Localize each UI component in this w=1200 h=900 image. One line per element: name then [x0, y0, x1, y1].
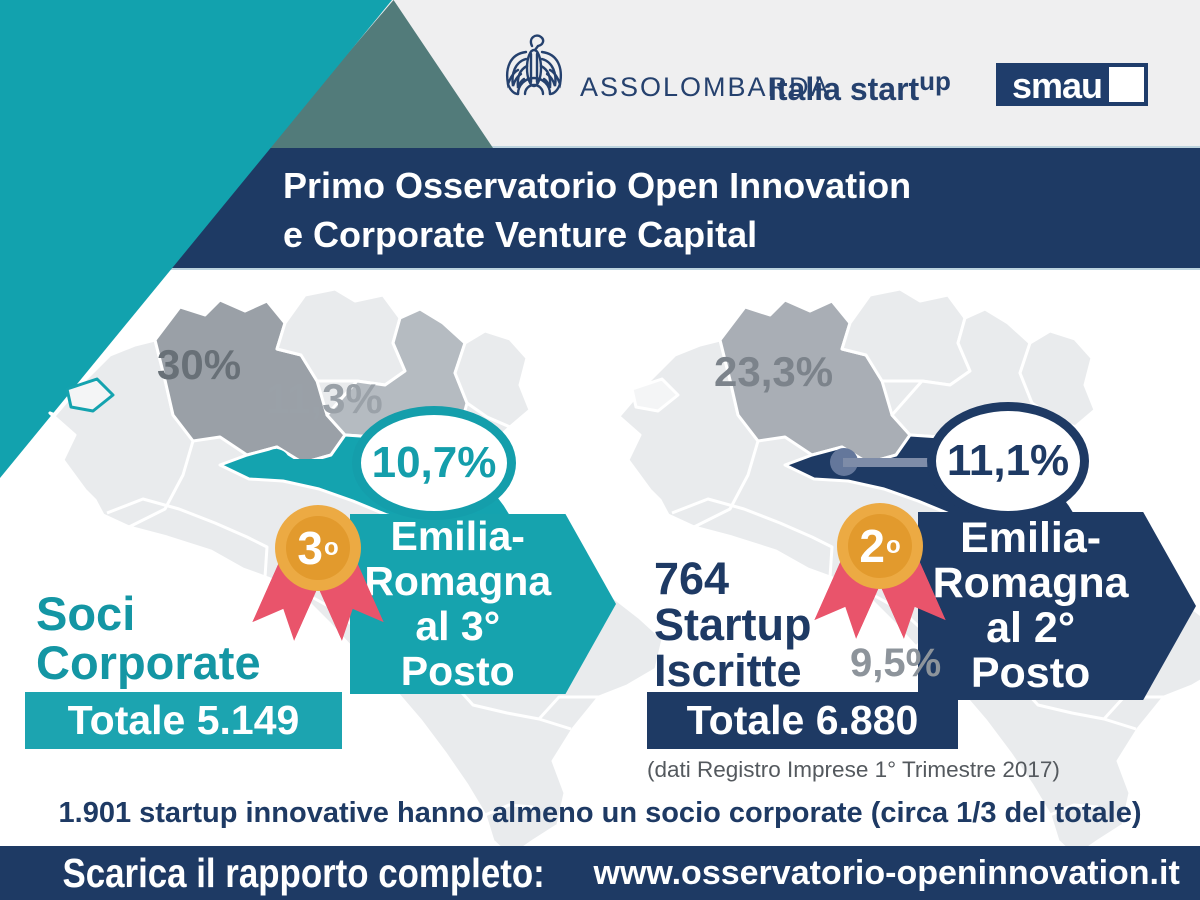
left-medal-ordinal: o [323, 534, 339, 561]
left-map-veneto-percent: 11,3% [266, 375, 383, 422]
assolombarda-eagle-icon [506, 34, 562, 96]
right-banner-line: al 2° [986, 604, 1076, 652]
smau-logo: smau [996, 63, 1148, 106]
left-medal-number: 3 [297, 522, 323, 574]
italia-startup-logo: Italia startup [768, 66, 951, 108]
right-stat-heading-line: Iscritte [654, 645, 802, 696]
footer-bar: Scarica il rapporto completo: www.osserv… [0, 846, 1200, 900]
page-title-line2: e Corporate Venture Capital [283, 214, 758, 255]
left-banner-line: al 3° [415, 603, 501, 649]
right-callout-ellipse: 11,1% [927, 402, 1089, 520]
left-map-lombardia-percent: 30% [157, 341, 242, 388]
right-banner-line: Romagna [932, 559, 1129, 607]
footnote-text: 1.901 startup innovative hanno almeno un… [0, 797, 1200, 830]
right-callout-line [843, 458, 941, 467]
left-banner-line: Posto [400, 648, 515, 694]
left-total-banner: Totale 5.149 [25, 692, 342, 749]
italia-startup-main: Italia start [768, 71, 920, 107]
right-rank-banner: Emilia- Romagna al 2° Posto [918, 512, 1196, 700]
right-map-lazio-percent: 9,5% [850, 641, 942, 685]
right-map-lombardia-percent: 23,3% [714, 348, 834, 395]
footnote-number: 1.901 [58, 797, 132, 829]
assolombarda-logo-text: ASSOLOMBARDA [580, 72, 831, 102]
footer-url: www.osservatorio-openinnovation.it [593, 853, 1180, 892]
right-medal-ordinal: o [885, 532, 901, 559]
smau-logo-text: smau [1012, 65, 1103, 106]
left-banner-line: Romagna [364, 558, 552, 604]
left-rank-banner: Emilia- Romagna al 3° Posto [350, 514, 616, 694]
right-stat-heading: 764 Startup Iscritte [654, 556, 812, 694]
left-callout-ellipse: 10,7% [352, 406, 516, 520]
italia-startup-sup: up [919, 66, 951, 96]
right-stat-heading-line: 764 [654, 553, 730, 604]
footnote-rest: startup innovative hanno almeno un socio… [131, 797, 1142, 829]
right-banner-line: Posto [970, 649, 1091, 697]
left-callout-line [276, 459, 366, 468]
right-banner-line: Emilia- [960, 514, 1102, 562]
data-source-caption: (dati Registro Imprese 1° Trimestre 2017… [647, 757, 1060, 782]
left-banner-line: Emilia- [390, 513, 525, 559]
left-stat-heading-line: Corporate [36, 636, 261, 689]
left-stat-heading: Soci Corporate [36, 589, 261, 687]
page-title-line1: Primo Osservatorio Open Innovation [283, 165, 912, 206]
footer-call-to-action: Scarica il rapporto completo: [62, 849, 545, 896]
right-total-banner: Totale 6.880 [647, 692, 958, 749]
left-stat-heading-line: Soci [36, 587, 136, 640]
smau-logo-square [1109, 67, 1144, 102]
right-stat-heading-line: Startup [654, 599, 812, 650]
right-medal-number: 2 [859, 520, 885, 572]
